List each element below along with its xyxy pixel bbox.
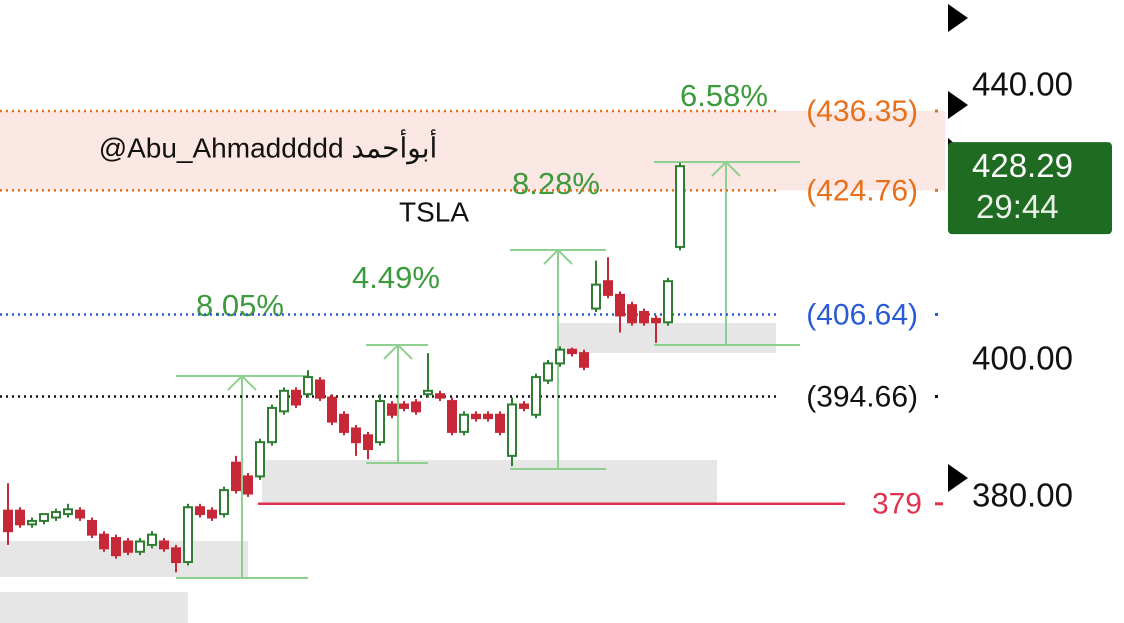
candle-body: [363, 434, 373, 451]
candle-body: [519, 403, 529, 409]
measure-labels: 8.05% 4.49% 8.28% 6.58%: [196, 78, 768, 323]
candle-body: [3, 509, 13, 533]
candle-body: [663, 280, 673, 324]
candle-body: [567, 348, 577, 355]
candle-body: [315, 379, 325, 399]
countdown: 29:44: [976, 188, 1059, 225]
candle-body: [171, 547, 181, 564]
candle-body: [651, 317, 661, 324]
candle-body: [111, 537, 121, 557]
zones: [0, 323, 776, 623]
y-tick-label: 440.00: [972, 66, 1073, 103]
candle-body: [63, 508, 73, 516]
last-price-box: [948, 142, 1112, 235]
candle-body: [435, 393, 445, 399]
candle-body: [495, 413, 505, 433]
level-dot: [935, 312, 938, 316]
candle-body: [267, 406, 277, 444]
candle-body: [99, 533, 109, 550]
symbol: TSLA: [399, 196, 469, 227]
level-label: (436.35): [806, 95, 918, 128]
watermark: @Abu_Ahmaddddd أبوأحمد: [99, 129, 438, 164]
marker: [948, 4, 968, 32]
candle-body: [507, 403, 517, 457]
candle-body: [531, 376, 541, 416]
candle-body: [591, 283, 601, 310]
candle-body: [27, 519, 37, 526]
candle-body: [123, 540, 133, 553]
zone: [0, 592, 188, 623]
candle-body: [543, 362, 553, 382]
level-label: (406.64): [806, 298, 918, 331]
candle-body: [219, 489, 229, 516]
candle-body: [207, 509, 217, 519]
candle-body: [195, 506, 205, 516]
measure-label: 6.58%: [680, 78, 768, 113]
candle-body: [579, 352, 589, 368]
candle-body: [627, 304, 637, 324]
candle-body: [447, 400, 457, 433]
zone: [558, 323, 776, 353]
candle-body: [159, 540, 169, 550]
level-dot: [935, 502, 943, 506]
candle-body: [15, 509, 25, 526]
measure-label: 8.05%: [196, 288, 284, 323]
candle-body: [327, 396, 337, 423]
arrow: [366, 343, 428, 464]
level-dot: [935, 395, 938, 399]
candle-body: [399, 403, 409, 409]
level-dot: [935, 109, 938, 113]
candle-body: [615, 293, 625, 317]
measure-label: 4.49%: [352, 260, 440, 295]
measure-arrows: [176, 160, 800, 579]
candle-body: [339, 413, 349, 433]
arrow: [654, 160, 800, 346]
candle-body: [555, 348, 565, 365]
candle-body: [291, 389, 301, 406]
last-price: 428.29: [972, 147, 1073, 184]
marker: [948, 91, 968, 119]
axis-markers: [948, 4, 968, 492]
candle-body: [639, 311, 649, 324]
level-label: (424.76): [806, 174, 918, 207]
arrow: [176, 374, 308, 579]
candle-body: [39, 513, 49, 522]
candle-body: [147, 533, 157, 546]
marker: [948, 464, 968, 492]
candle-body: [675, 165, 685, 248]
candle-body: [423, 389, 433, 396]
candle-body: [483, 413, 493, 420]
candle-body: [279, 389, 289, 413]
y-tick-label: 400.00: [972, 340, 1073, 377]
candle-body: [387, 403, 397, 416]
price-band: [0, 110, 945, 191]
measure-label: 8.28%: [512, 166, 600, 201]
candle-body: [375, 400, 385, 444]
candle-body: [231, 461, 241, 492]
candle-body: [351, 427, 361, 444]
level-label: 379: [872, 488, 922, 521]
candle-body: [603, 280, 613, 296]
candle-body: [471, 413, 481, 420]
candle-body: [75, 509, 85, 519]
candle-body: [51, 511, 61, 519]
candle-body: [303, 376, 313, 396]
y-tick-label: 380.00: [972, 477, 1073, 514]
level-dot: [935, 188, 938, 192]
candle-body: [459, 413, 469, 433]
candle-body: [135, 540, 145, 553]
arrow: [510, 248, 606, 470]
zone: [262, 460, 717, 503]
candle-body: [183, 506, 193, 564]
candle-body: [87, 519, 97, 536]
candle-body: [411, 401, 421, 413]
level-label: (394.66): [806, 380, 918, 413]
candle-body: [243, 475, 253, 495]
candle-body: [255, 441, 265, 478]
